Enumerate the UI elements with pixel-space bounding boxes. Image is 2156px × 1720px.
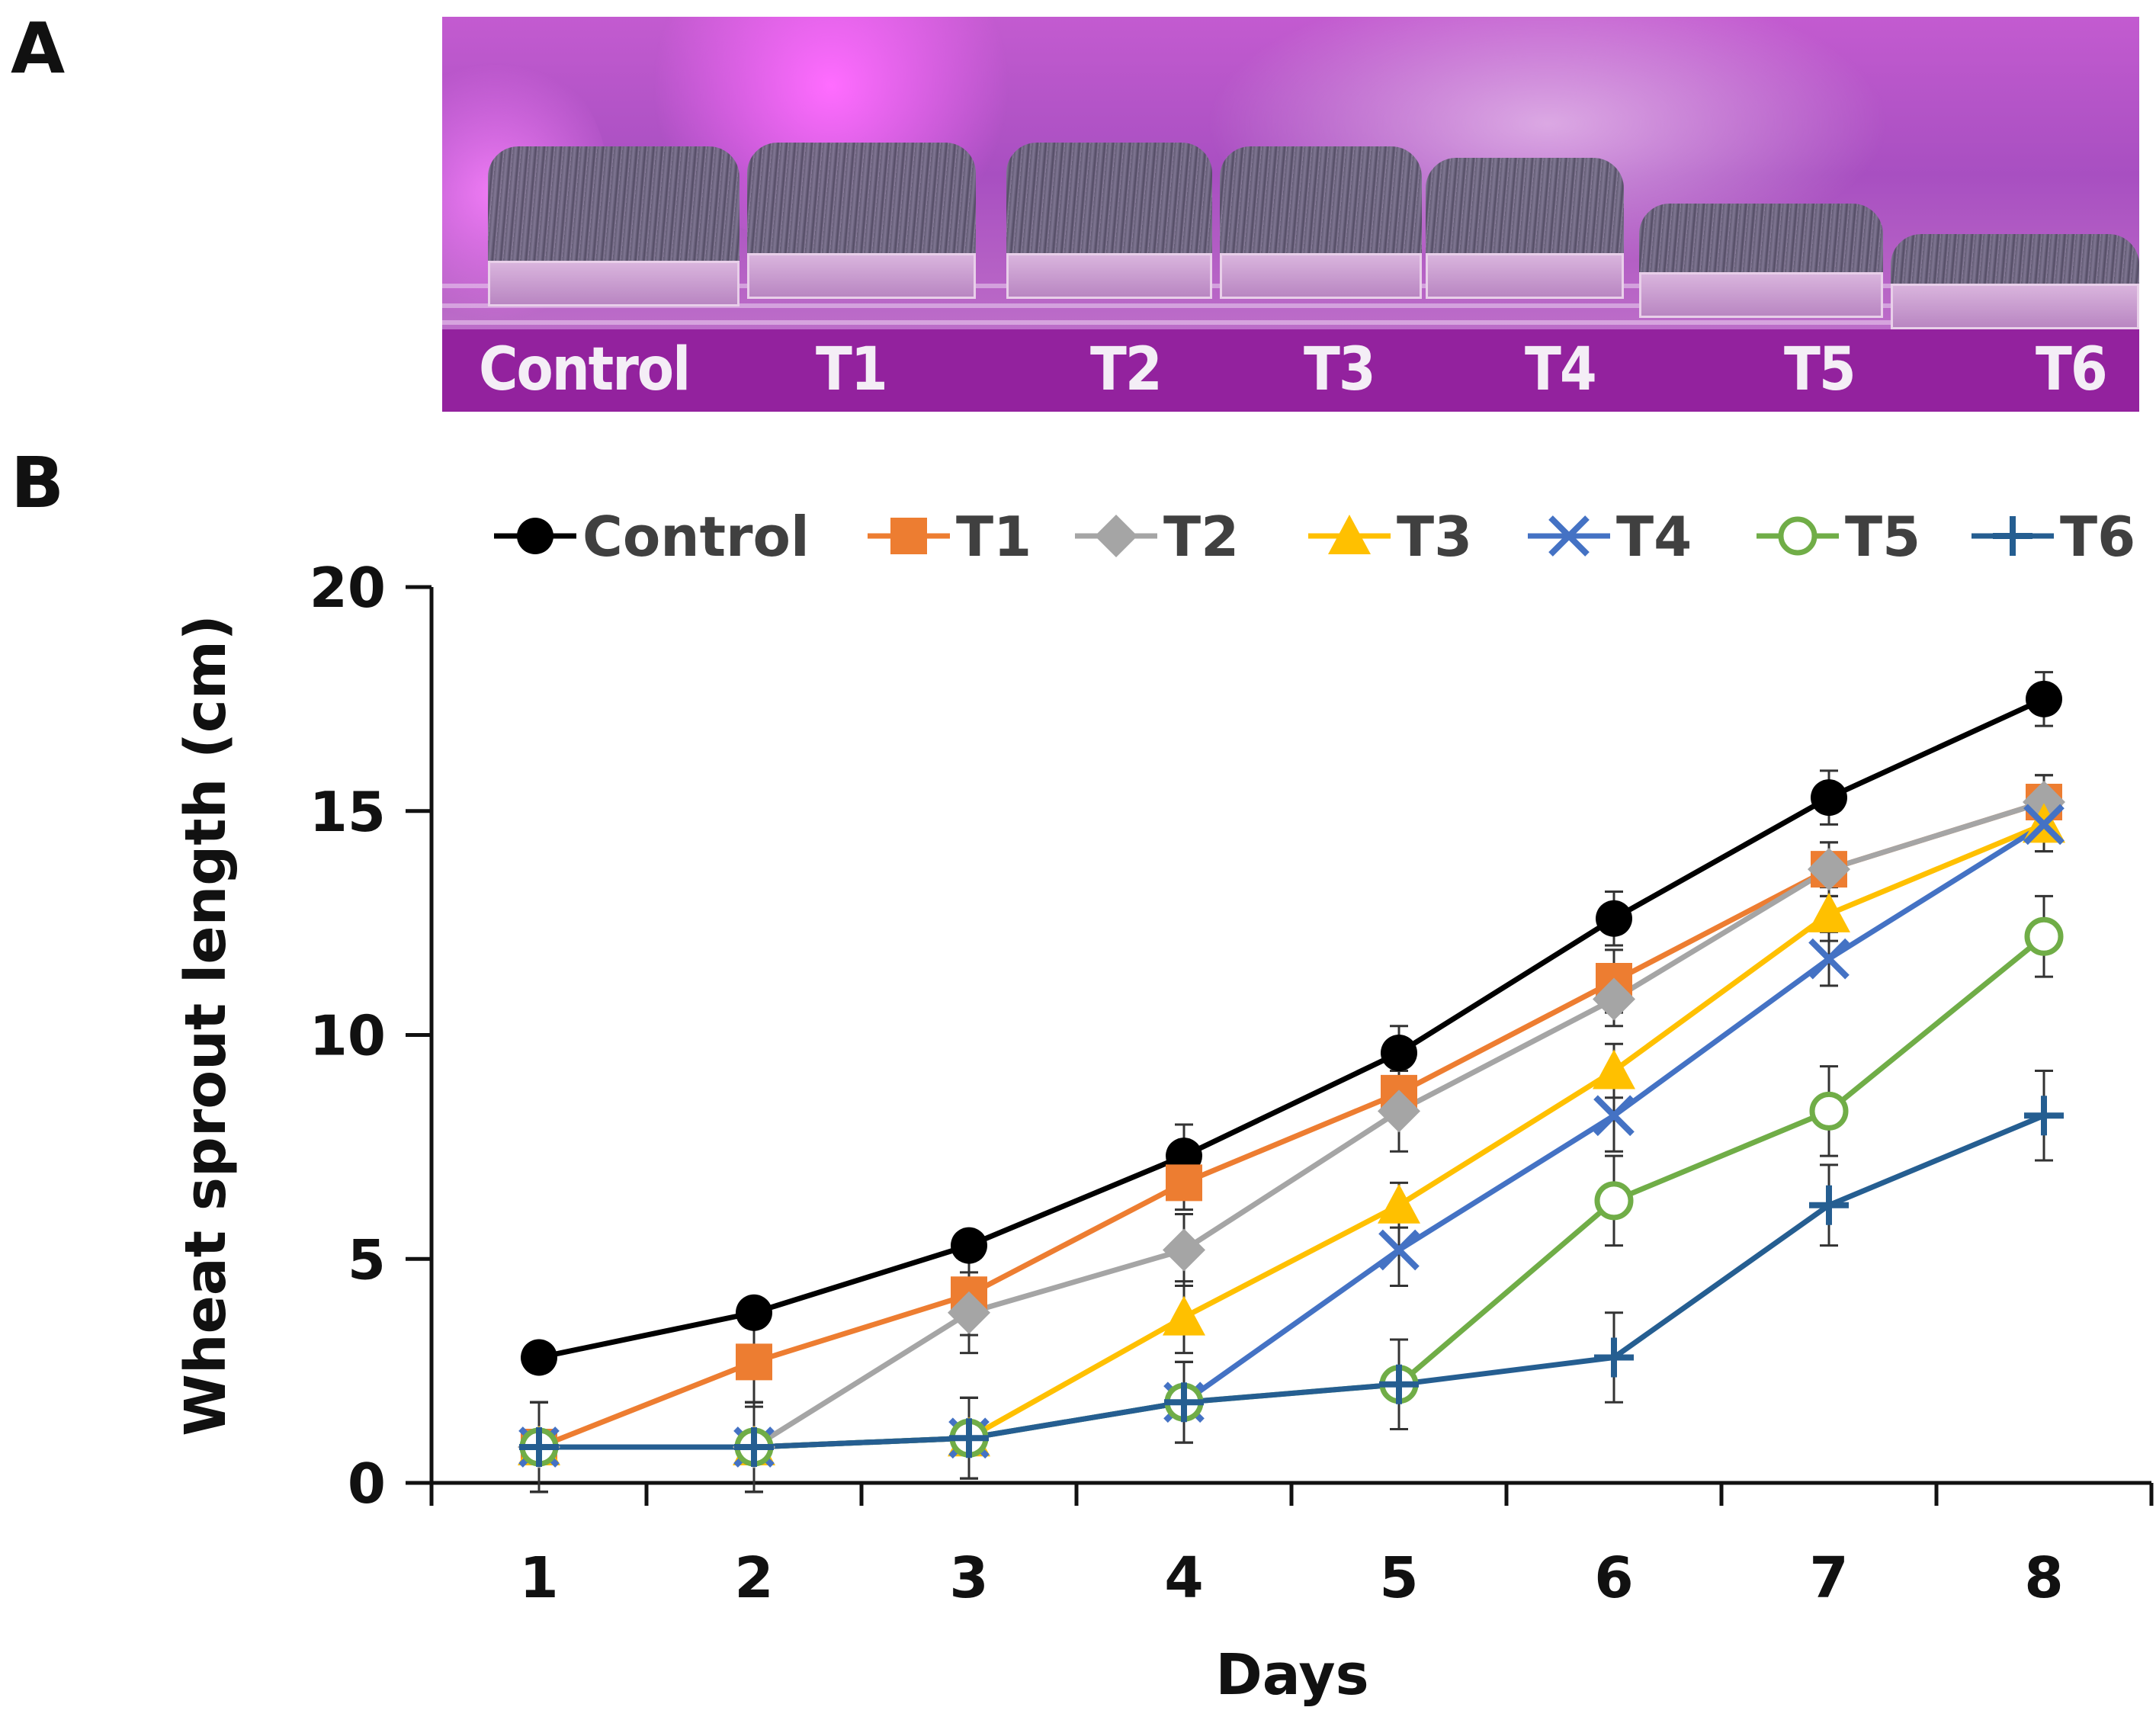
t6-data-point — [1809, 1185, 1849, 1225]
legend-t6-label: T6 — [2060, 505, 2135, 569]
legend-t3-marker — [1328, 515, 1371, 554]
legend-t4-marker — [1548, 515, 1590, 557]
x-tick-label: 8 — [2024, 1545, 2064, 1611]
chart-axes: 0 5 10 15 20 1 2 3 4 5 6 7 8 — [310, 556, 2154, 1611]
y-axis-label: Wheat sprout length (cm) — [173, 615, 239, 1436]
t3-data-point — [1378, 1183, 1420, 1224]
legend-control-marker — [517, 518, 553, 554]
x-tick-label: 4 — [1164, 1545, 1204, 1611]
legend-t6-marker — [1993, 516, 2032, 556]
photo-label-strip — [442, 329, 2139, 412]
legend-t1-label: T1 — [956, 505, 1031, 569]
t2-series-line — [539, 799, 2045, 1450]
t2-data-point — [1378, 1089, 1420, 1133]
photo-label-control: Control — [479, 335, 691, 404]
control-series-line — [538, 696, 2045, 1360]
sprout-grass — [747, 143, 976, 257]
t3-data-point — [1808, 892, 1850, 932]
wheat-sprout-photo: Control T1 T2 T3 T4 T5 T6 — [442, 17, 2139, 412]
t3-data-point — [1163, 1295, 1205, 1336]
t2-data-point — [1808, 848, 1850, 891]
legend-t4-label: T4 — [1616, 505, 1692, 569]
t6-data-point — [734, 1427, 774, 1467]
x-tick-label: 2 — [734, 1545, 774, 1611]
series-markers — [518, 680, 2065, 1468]
chart-legend: Control T1 T2 T3 T4 T5 T6 — [494, 505, 2135, 569]
t4-data-point — [1378, 1229, 1420, 1271]
y-tick-label: 5 — [348, 1227, 386, 1292]
t3-data-point — [1593, 1049, 1635, 1089]
t5-data-point — [2024, 916, 2064, 956]
photo-label-t1: T1 — [816, 335, 888, 404]
x-tick-label: 5 — [1379, 1545, 1419, 1611]
legend-t2-label: T2 — [1163, 505, 1239, 569]
series-lines — [537, 696, 2046, 1450]
legend-t5-marker — [1778, 516, 1818, 556]
t1-data-point — [1166, 1164, 1202, 1202]
control-data-point — [1381, 1035, 1417, 1071]
panel-a-label: A — [11, 8, 66, 89]
sprout-grass — [1891, 234, 2139, 287]
aluminum-tray — [1639, 272, 1883, 318]
t4-data-point — [2023, 804, 2065, 846]
aluminum-tray — [1891, 284, 2139, 329]
legend-t2-marker — [1095, 515, 1137, 557]
t5-data-point — [1809, 1091, 1849, 1131]
aluminum-tray — [1006, 253, 1212, 299]
t6-data-point — [2024, 1096, 2064, 1136]
aluminum-tray — [1426, 253, 1624, 299]
sprout-grass — [1639, 204, 1883, 276]
t4-data-point — [1593, 1095, 1635, 1137]
y-tick-label: 0 — [348, 1452, 386, 1516]
t4-data-point — [1808, 938, 1850, 980]
control-data-point — [951, 1227, 987, 1264]
t6-series-line — [539, 1113, 2045, 1450]
t6-data-point — [1164, 1382, 1204, 1423]
control-data-point — [2026, 680, 2062, 717]
aluminum-tray — [488, 261, 740, 306]
x-tick-label: 6 — [1594, 1545, 1634, 1611]
x-tick-label: 7 — [1809, 1545, 1849, 1611]
aluminum-tray — [1220, 253, 1422, 299]
photo-label-t4: T4 — [1525, 335, 1597, 404]
x-tick-label: 1 — [519, 1545, 559, 1611]
y-tick-label: 20 — [310, 556, 386, 620]
control-data-point — [1596, 900, 1632, 937]
sprout-grass — [1006, 143, 1212, 257]
photo-label-t5: T5 — [1784, 335, 1856, 404]
control-data-point — [1811, 779, 1847, 817]
aluminum-tray — [747, 253, 976, 299]
t6-data-point — [1594, 1337, 1634, 1378]
control-data-point — [736, 1294, 772, 1331]
photo-label-t3: T3 — [1304, 335, 1376, 404]
photo-label-t2: T2 — [1090, 335, 1163, 404]
x-axis-label: Days — [1215, 1642, 1368, 1708]
y-tick-label: 10 — [310, 1004, 386, 1068]
legend-t5-label: T5 — [1845, 505, 1920, 569]
y-tick-label: 15 — [310, 780, 386, 844]
legend-t1-marker — [890, 518, 927, 554]
control-data-point — [521, 1339, 557, 1376]
wire-shelf — [442, 303, 2139, 308]
legend-t3-label: T3 — [1397, 505, 1472, 569]
sprout-grass — [488, 146, 740, 265]
t6-data-point — [1379, 1364, 1419, 1404]
t2-data-point — [948, 1291, 990, 1334]
t5-data-point — [1594, 1181, 1634, 1221]
t2-data-point — [1163, 1228, 1205, 1272]
photo-label-t6: T6 — [2036, 335, 2108, 404]
t6-data-point — [949, 1418, 989, 1458]
t6-data-point — [519, 1427, 559, 1467]
wire-shelf — [442, 320, 2139, 325]
x-tick-label: 3 — [949, 1545, 989, 1611]
legend-control-label: Control — [582, 505, 810, 569]
panel-b-label: B — [11, 442, 65, 524]
t1-data-point — [736, 1343, 772, 1381]
t2-data-point — [1593, 977, 1635, 1021]
sprout-grass — [1220, 146, 1422, 257]
sprout-grass — [1426, 158, 1624, 257]
